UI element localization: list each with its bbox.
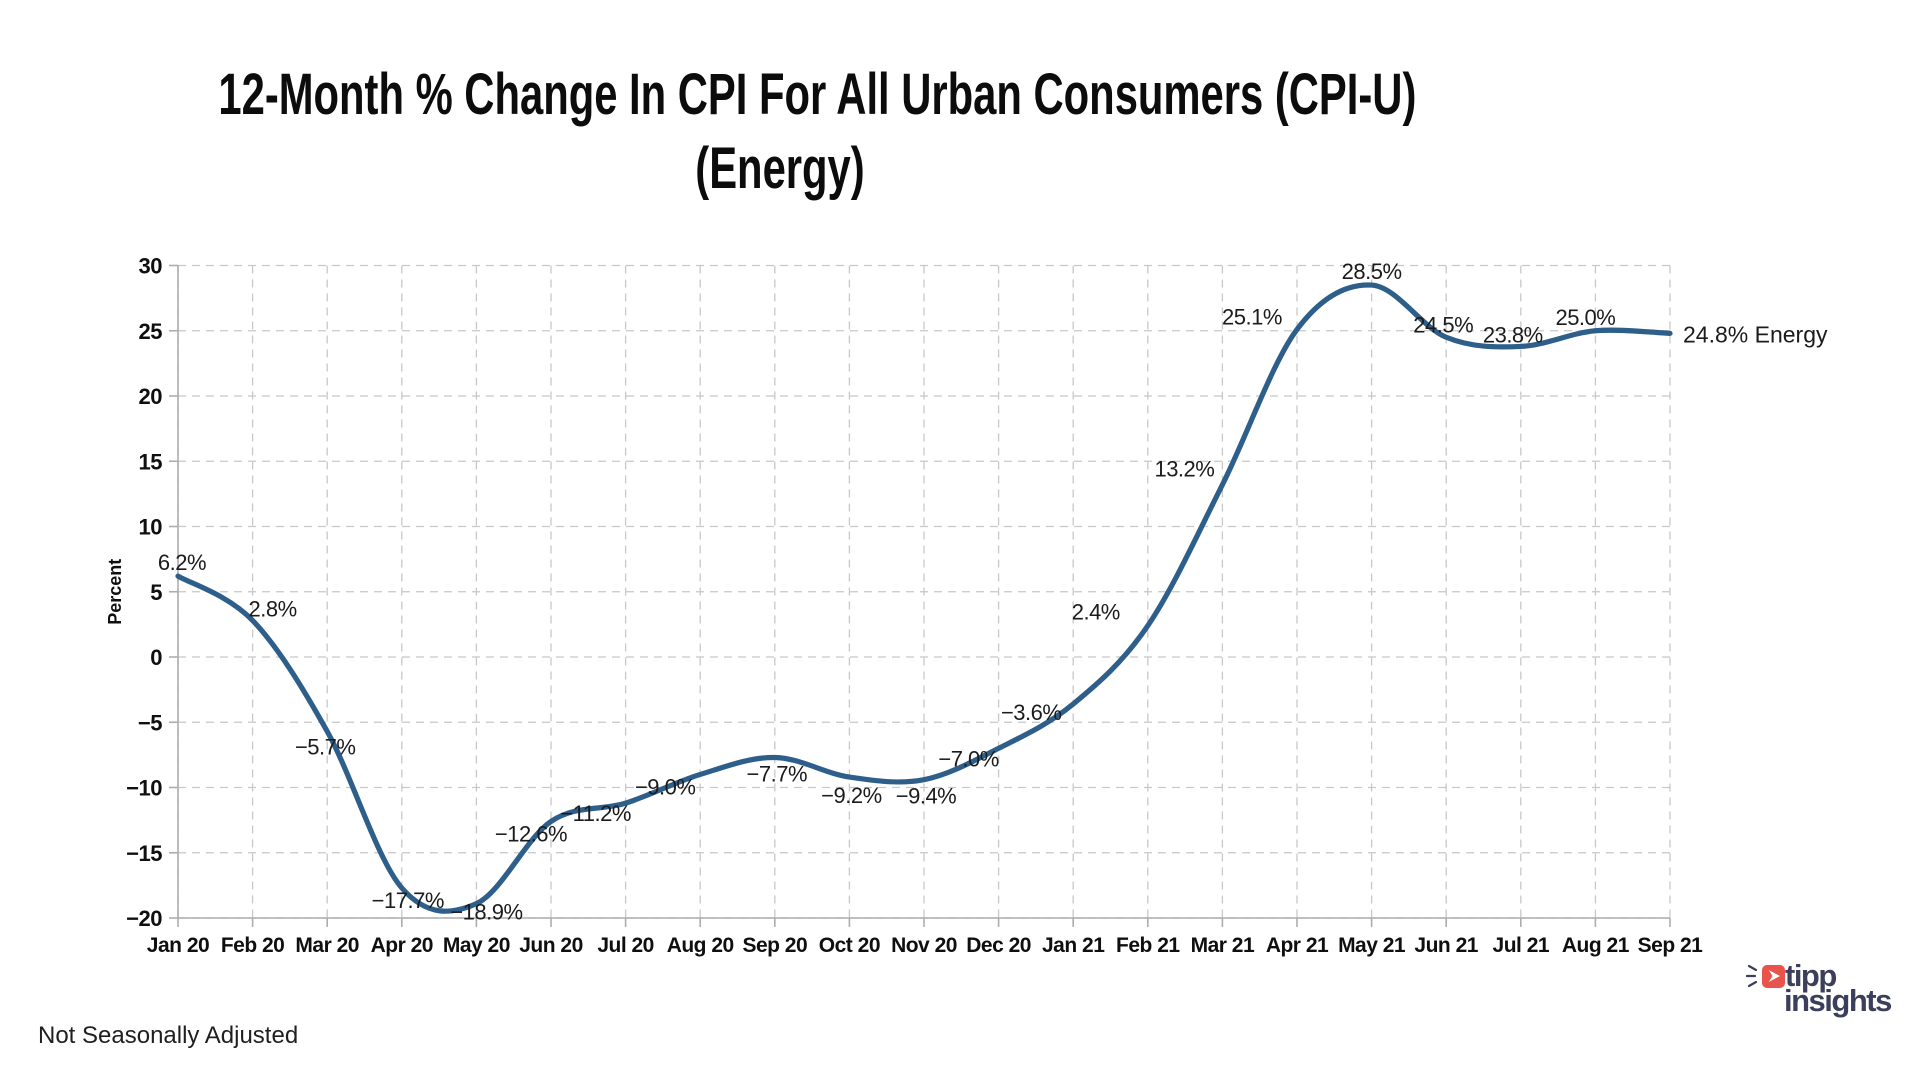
svg-text:−9.4%: −9.4%: [896, 784, 957, 809]
svg-text:−3.6%: −3.6%: [1001, 700, 1062, 725]
logo-word-insights: insights: [1784, 983, 1892, 1018]
svg-text:Feb 20: Feb 20: [221, 934, 285, 957]
svg-text:Apr 21: Apr 21: [1266, 934, 1329, 957]
svg-text:24.5%: 24.5%: [1413, 312, 1473, 337]
svg-text:−5.7%: −5.7%: [295, 734, 356, 759]
svg-text:Sep 21: Sep 21: [1638, 934, 1704, 957]
svg-text:15: 15: [139, 449, 163, 474]
svg-text:Jun 21: Jun 21: [1414, 934, 1478, 957]
svg-text:13.2%: 13.2%: [1154, 457, 1214, 482]
svg-text:25.0%: 25.0%: [1555, 305, 1615, 330]
svg-text:−18.9%: −18.9%: [450, 900, 522, 925]
svg-text:−10: −10: [126, 776, 162, 801]
svg-text:Aug 20: Aug 20: [667, 934, 734, 957]
logo-burst-icon: [1746, 964, 1758, 988]
y-tick-labels: 30 25 20 15 10 5 0 −5 −10 −15 −20: [126, 254, 163, 932]
svg-text:−9.0%: −9.0%: [635, 774, 696, 799]
svg-text:Jul 20: Jul 20: [597, 934, 654, 957]
svg-text:30: 30: [139, 254, 163, 279]
logo-arrow-icon: [1768, 970, 1780, 982]
y-axis-title: Percent: [105, 559, 125, 625]
svg-text:20: 20: [139, 384, 163, 409]
svg-text:−15: −15: [126, 841, 162, 866]
end-annotation: 24.8% Energy: [1683, 321, 1828, 347]
axis-ticks: [169, 264, 1671, 927]
svg-text:Apr 20: Apr 20: [371, 934, 433, 957]
svg-text:Feb 21: Feb 21: [1116, 934, 1180, 957]
energy-series-line: [175, 282, 1673, 914]
chart-title-line1: 12-Month % Change In CPI For All Urban C…: [218, 62, 1417, 127]
tipp-insights-logo: tipp insights: [1746, 958, 1892, 1018]
svg-text:Mar 21: Mar 21: [1191, 934, 1255, 957]
svg-text:6.2%: 6.2%: [158, 550, 206, 575]
footnote: Not Seasonally Adjusted: [38, 1022, 299, 1049]
svg-text:−12.6%: −12.6%: [495, 821, 567, 846]
svg-text:May 20: May 20: [443, 934, 510, 957]
svg-text:Jan 21: Jan 21: [1042, 934, 1105, 957]
svg-text:Mar 20: Mar 20: [295, 934, 359, 957]
svg-text:0: 0: [150, 645, 162, 670]
gridlines: [177, 264, 1671, 919]
svg-text:−7.0%: −7.0%: [938, 746, 999, 771]
svg-text:25.1%: 25.1%: [1222, 304, 1282, 329]
logo-mark-icon: [1762, 964, 1785, 988]
svg-text:25: 25: [139, 319, 163, 344]
svg-text:2.8%: 2.8%: [249, 596, 297, 621]
data-labels: 6.2%2.8%−5.7%−17.7% −18.9%−12.6%−11.2%−9.…: [158, 259, 1616, 925]
svg-text:−5: −5: [138, 710, 162, 735]
logo-row: tipp: [1746, 958, 1891, 993]
svg-text:May 21: May 21: [1338, 934, 1406, 957]
svg-text:−7.7%: −7.7%: [747, 761, 808, 786]
svg-text:−11.2%: −11.2%: [560, 801, 631, 826]
svg-text:−17.7%: −17.7%: [372, 888, 444, 913]
svg-text:Aug 21: Aug 21: [1562, 934, 1630, 957]
svg-text:Nov 20: Nov 20: [891, 934, 957, 957]
svg-text:2.4%: 2.4%: [1072, 600, 1120, 625]
svg-text:Jan 20: Jan 20: [147, 934, 209, 957]
svg-text:10: 10: [139, 515, 163, 540]
chart-title: 12-Month % Change In CPI For All Urban C…: [218, 58, 1417, 206]
svg-text:−9.2%: −9.2%: [821, 783, 882, 808]
logo-word-tipp: tipp: [1785, 958, 1837, 993]
chart-title-line2: (Energy): [695, 136, 865, 201]
svg-text:28.5%: 28.5%: [1342, 259, 1402, 284]
svg-text:Oct 20: Oct 20: [819, 934, 880, 957]
svg-text:Sep 20: Sep 20: [742, 934, 807, 957]
svg-text:Dec 20: Dec 20: [966, 934, 1031, 957]
svg-text:5: 5: [150, 580, 162, 605]
svg-text:23.8%: 23.8%: [1483, 322, 1543, 347]
svg-text:−20: −20: [126, 906, 162, 931]
svg-text:Jun 20: Jun 20: [519, 934, 583, 957]
svg-text:Jul 21: Jul 21: [1493, 934, 1550, 957]
x-tick-labels: Jan 20 Feb 20 Mar 20 Apr 20 May 20 Jun 20 Jul …: [147, 934, 1704, 957]
